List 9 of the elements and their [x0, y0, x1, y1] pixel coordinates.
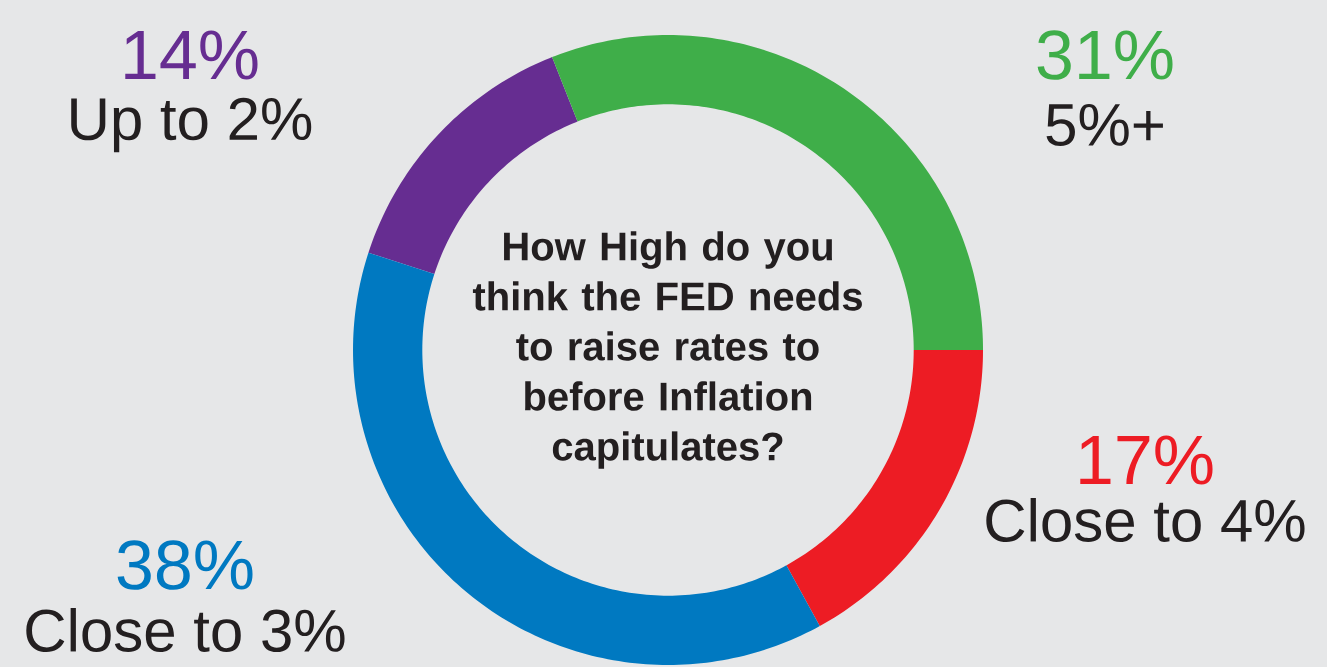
slice-label: Close to 3%: [26, 607, 345, 653]
slice-label: 5%+: [1046, 103, 1163, 147]
slice-label: Close to 4%: [986, 497, 1305, 543]
text: How High do you think the FED needs to raise rates to before Inflation capitulates?: [472, 231, 862, 469]
data-label: 14%: [125, 30, 258, 80]
data-label: 31%: [1037, 30, 1173, 80]
data-label: 38%: [117, 540, 253, 590]
data-label: 17%: [1080, 435, 1213, 485]
slice-label: Up to 2%: [71, 97, 312, 153]
